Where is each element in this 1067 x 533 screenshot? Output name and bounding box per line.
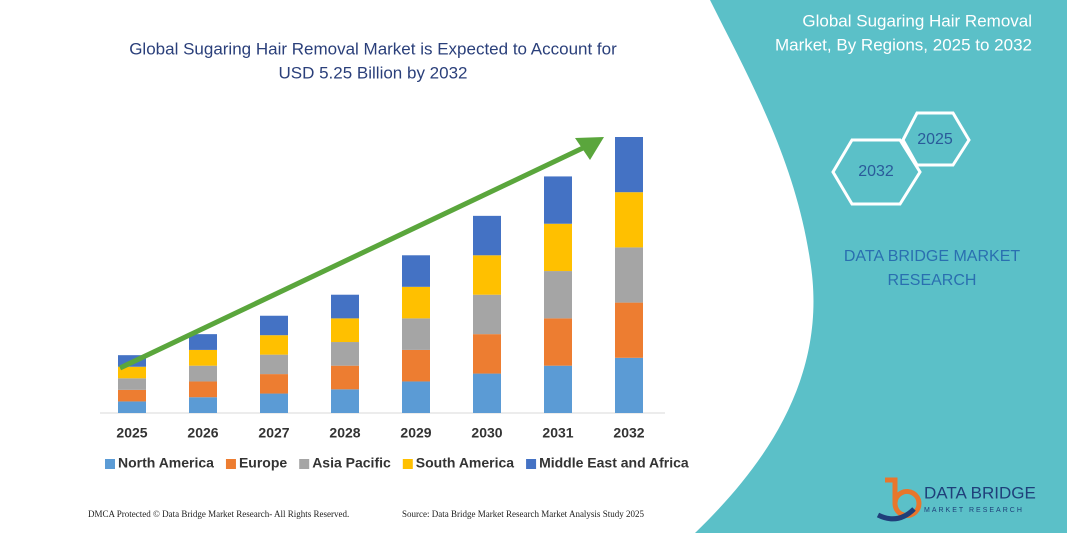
legend-swatch [526, 459, 537, 469]
x-tick-label: 2030 [471, 425, 502, 441]
bar-segment [544, 271, 572, 319]
footer-left: DMCA Protected © Data Bridge Market Rese… [88, 509, 349, 519]
bar-segment [615, 357, 643, 413]
footer-right: Source: Data Bridge Market Research Mark… [402, 509, 644, 519]
x-tick-label: 2031 [542, 425, 573, 441]
bar-segment [331, 294, 359, 319]
hexagon [831, 138, 922, 206]
x-tick-label: 2028 [329, 425, 360, 441]
chart-title: Global Sugaring Hair Removal Market is E… [129, 39, 617, 58]
bar-segment [189, 397, 217, 413]
bar-segment [118, 366, 146, 379]
logo-tagline: MARKET RESEARCH [924, 507, 1024, 514]
legend-swatch [225, 459, 236, 469]
bar-segment [331, 318, 359, 343]
panel-title: Market, By Regions, 2025 to 2032 [775, 35, 1032, 54]
bar-segment [402, 381, 430, 413]
logo-name: DATA BRIDGE [924, 483, 1036, 502]
arrow-head [575, 137, 604, 160]
bar-segment [189, 334, 217, 350]
bar-segment [615, 247, 643, 303]
bar-segment [331, 342, 359, 366]
x-tick-label: 2029 [400, 425, 431, 441]
bar-segment [118, 401, 146, 413]
bar-segment [260, 315, 288, 336]
bar-segment [615, 192, 643, 248]
x-tick-label: 2025 [116, 425, 147, 441]
brand-text: RESEARCH [888, 272, 977, 289]
bar-segment [544, 223, 572, 272]
x-tick-label: 2032 [613, 425, 644, 441]
bar-segment [473, 373, 501, 413]
bar-segment [331, 389, 359, 413]
bar-segment [118, 378, 146, 390]
legend-label: South America [416, 455, 514, 471]
bar-segment [189, 381, 217, 398]
hex-label: 2032 [858, 163, 894, 180]
panel-title: Global Sugaring Hair Removal [802, 11, 1032, 30]
bar-segment [260, 335, 288, 355]
bar-segment [544, 176, 572, 224]
bar-segment [544, 318, 572, 366]
bar-segment [473, 215, 501, 256]
bar-segment [615, 302, 643, 358]
brand-text: DATA BRIDGE MARKET [844, 248, 1021, 265]
bar-segment [118, 389, 146, 402]
legend-label: Asia Pacific [312, 455, 391, 471]
bar-segment [402, 349, 430, 382]
legend-swatch [299, 459, 310, 469]
legend-swatch [105, 459, 115, 469]
legend-label: North America [118, 455, 214, 471]
trend-arrow [118, 144, 587, 371]
bar-segment [402, 255, 430, 287]
bar-segment [260, 393, 288, 413]
bar-segment [189, 349, 217, 366]
bar-segment [544, 365, 572, 413]
bar-segment [331, 365, 359, 390]
hex-label: 2025 [917, 131, 953, 148]
x-tick-label: 2027 [258, 425, 289, 441]
chart-title: USD 5.25 Billion by 2032 [278, 63, 467, 82]
bar-segment [402, 318, 430, 350]
bar-segment [189, 365, 217, 382]
bar-segment [260, 374, 288, 394]
bar-segment [402, 286, 430, 319]
bar-segment [473, 334, 501, 374]
bar-segment [473, 255, 501, 295]
x-tick-label: 2026 [187, 425, 218, 441]
logo-mark [885, 477, 922, 518]
legend-swatch [402, 459, 413, 469]
legend-label: Europe [239, 455, 287, 471]
bar-segment [615, 137, 643, 193]
bar-segment [260, 354, 288, 375]
side-panel [695, 0, 1067, 533]
bar-segment [473, 294, 501, 335]
legend-label: Middle East and Africa [539, 455, 689, 471]
logo-mark [876, 507, 916, 522]
